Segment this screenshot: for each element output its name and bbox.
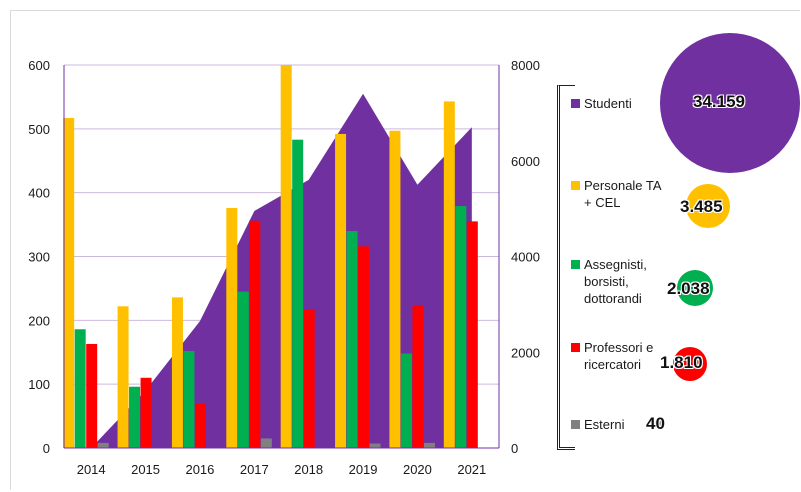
bubble-professori <box>673 347 707 381</box>
bar-professori-2016 <box>194 403 206 448</box>
y-right-tick-0: 0 <box>511 441 518 456</box>
x-tick-2016: 2016 <box>185 462 214 477</box>
y-right-tick-6000: 6000 <box>511 154 540 169</box>
legend-swatch-assegnisti <box>571 260 580 269</box>
bar-professori-2018 <box>303 309 315 448</box>
legend-label-esterni: Esterni <box>584 417 625 432</box>
legend-swatch-personale <box>571 181 580 190</box>
bubble-value-professori: 1.810 <box>660 353 703 372</box>
legend-label-personale: Personale TA + CEL <box>584 178 661 210</box>
legend-swatch-esterni <box>571 420 580 429</box>
bar-professori-2017 <box>249 220 261 448</box>
bar-esterni-2020 <box>423 442 435 448</box>
bar-personale-2015 <box>117 306 129 448</box>
legend-item-professori: Professori e ricercatori <box>571 339 661 373</box>
legend-bracket <box>557 85 575 450</box>
bar-professori-2021 <box>466 221 478 448</box>
y-left-tick-500: 500 <box>28 122 50 137</box>
bar-personale-2020 <box>389 130 401 448</box>
y-right-tick-8000: 8000 <box>511 58 540 73</box>
bar-personale-2017 <box>226 207 238 448</box>
x-tick-2018: 2018 <box>294 462 323 477</box>
bar-personale-2021 <box>443 101 455 448</box>
bar-esterni-2019 <box>369 443 381 448</box>
legend-label-studenti: Studenti <box>584 96 632 111</box>
bar-personale-2019 <box>335 133 347 448</box>
bar-esterni-2017 <box>260 438 272 448</box>
bubble-value-assegnisti: 2.038 <box>667 279 710 298</box>
y-left-tick-200: 200 <box>28 313 50 328</box>
bubble-studenti <box>660 33 800 173</box>
bar-assegnisti-2014 <box>74 329 86 448</box>
y-left-tick-0: 0 <box>43 441 50 456</box>
legend-label-assegnisti: Assegnisti, borsisti, dottorandi <box>584 257 647 306</box>
legend-item-personale: Personale TA + CEL <box>571 177 671 211</box>
bar-assegnisti-2021 <box>455 206 467 448</box>
bubble-assegnisti <box>677 270 713 306</box>
legend-swatch-studenti <box>571 99 580 108</box>
bar-assegnisti-2017 <box>237 291 249 448</box>
bar-esterni-2014 <box>97 442 109 448</box>
x-tick-2015: 2015 <box>131 462 160 477</box>
bar-personale-2016 <box>171 297 183 448</box>
legend-item-assegnisti: Assegnisti, borsisti, dottorandi <box>571 256 661 307</box>
legend-swatch-professori <box>571 343 580 352</box>
x-tick-2017: 2017 <box>240 462 269 477</box>
legend-item-esterni: Esterni <box>571 416 651 433</box>
x-tick-2020: 2020 <box>403 462 432 477</box>
y-right-tick-2000: 2000 <box>511 345 540 360</box>
bar-professori-2019 <box>358 246 370 448</box>
bar-assegnisti-2018 <box>292 139 304 448</box>
bubble-esterni <box>654 420 662 428</box>
bar-assegnisti-2019 <box>346 230 358 448</box>
y-left-tick-600: 600 <box>28 58 50 73</box>
bar-personale-2014 <box>63 117 75 449</box>
y-left-tick-400: 400 <box>28 186 50 201</box>
chart-frame <box>10 10 800 490</box>
bar-professori-2014 <box>86 343 98 448</box>
bubble-value-studenti: 34.159 <box>693 92 745 111</box>
bar-personale-2018 <box>280 65 292 448</box>
legend-label-professori: Professori e ricercatori <box>584 340 654 372</box>
x-tick-2019: 2019 <box>349 462 378 477</box>
bar-assegnisti-2020 <box>400 353 412 448</box>
y-right-tick-4000: 4000 <box>511 250 540 265</box>
bar-assegnisti-2016 <box>183 350 195 448</box>
legend-item-studenti: Studenti <box>571 95 671 112</box>
x-tick-2014: 2014 <box>77 462 106 477</box>
bar-professori-2020 <box>412 305 424 448</box>
x-tick-2021: 2021 <box>457 462 486 477</box>
bar-assegnisti-2015 <box>129 386 141 448</box>
bar-professori-2015 <box>140 377 152 448</box>
bubble-value-esterni: 40 <box>646 414 665 433</box>
bubble-personale <box>686 184 730 228</box>
y-left-tick-100: 100 <box>28 377 50 392</box>
y-left-tick-300: 300 <box>28 250 50 265</box>
bubble-value-personale: 3.485 <box>680 197 723 216</box>
